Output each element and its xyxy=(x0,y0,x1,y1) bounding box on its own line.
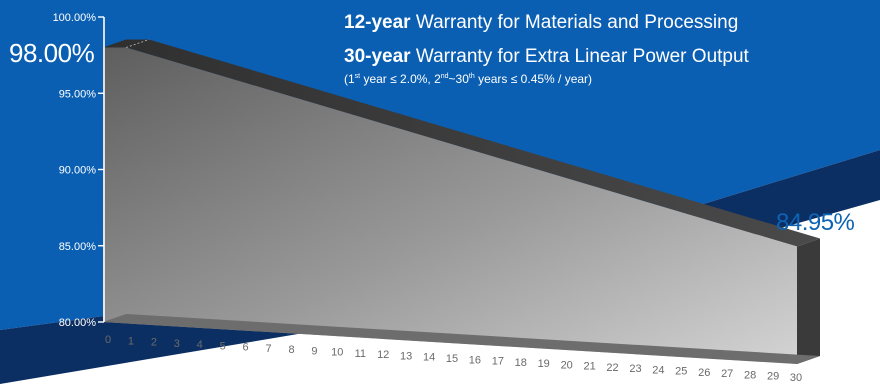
y-tick-label: 100.00% xyxy=(53,12,97,24)
x-tick-label: 16 xyxy=(469,354,481,366)
x-tick-label: 5 xyxy=(220,340,226,352)
x-tick-label: 17 xyxy=(492,356,504,368)
degradation-footnote: (1st year ≤ 2.0%, 2nd~30th years ≤ 0.45%… xyxy=(344,72,592,86)
headline-power-warranty: 30-year Warranty for Extra Linear Power … xyxy=(344,46,749,68)
x-tick-label: 25 xyxy=(675,366,687,378)
x-tick-label: 23 xyxy=(629,363,641,375)
x-axis-ticks: 0 1 2 3 4 5 6 7 8 9 10 11 12 13 14 15 16 17 18 19 20 21 22 23 24… xyxy=(105,334,802,384)
bar-bottom-face xyxy=(103,314,820,364)
x-tick-label: 2 xyxy=(151,337,157,349)
x-tick-label: 6 xyxy=(243,342,249,354)
x-tick-label: 19 xyxy=(538,358,550,370)
x-tick-label: 11 xyxy=(355,348,366,360)
bar-front-face xyxy=(103,47,797,364)
x-tick-label: 18 xyxy=(515,357,527,369)
headline-1-text: Warranty for Materials and Processing xyxy=(410,12,739,33)
y-tick-label: 95.00% xyxy=(59,88,97,100)
x-tick-label: 13 xyxy=(400,351,412,363)
x-tick-label: 0 xyxy=(105,334,111,346)
x-tick-label: 10 xyxy=(331,347,343,359)
bar-top-face xyxy=(103,39,820,247)
footnote-part-3: ~30 xyxy=(448,72,469,86)
x-tick-label: 7 xyxy=(265,343,271,355)
y-tick-label: 80.00% xyxy=(59,317,97,329)
headline-1-years: 12-year xyxy=(344,12,411,33)
x-tick-label: 29 xyxy=(767,371,779,383)
x-tick-label: 21 xyxy=(583,361,595,373)
bar-corner-highlight xyxy=(126,39,150,48)
y-tick-label: 85.00% xyxy=(59,241,97,253)
x-tick-label: 8 xyxy=(288,344,294,356)
headline-2-years: 30-year xyxy=(344,46,411,67)
x-tick-label: 28 xyxy=(744,370,756,382)
footnote-part-1: (1 xyxy=(344,72,355,86)
footnote-sup-2: nd xyxy=(440,73,449,80)
y-axis-ticks: 100.00% 95.00% 90.00% 85.00% 80.00% xyxy=(53,12,104,329)
x-tick-label: 30 xyxy=(790,372,802,384)
footnote-part-2: year ≤ 2.0%, 2 xyxy=(360,72,441,86)
headline-materials-warranty: 12-year Warranty for Materials and Proce… xyxy=(344,12,738,34)
x-tick-label: 26 xyxy=(698,367,710,379)
x-tick-label: 9 xyxy=(311,345,317,357)
x-tick-label: 15 xyxy=(446,353,458,365)
x-tick-label: 22 xyxy=(606,362,618,374)
x-tick-label: 1 xyxy=(128,335,134,347)
start-value-callout: 98.00% xyxy=(9,38,95,68)
bar-side-face xyxy=(797,238,820,364)
x-tick-label: 3 xyxy=(174,338,180,350)
footnote-sup-1: st xyxy=(354,73,361,80)
x-tick-label: 20 xyxy=(561,359,573,371)
y-tick-label: 90.00% xyxy=(59,165,97,177)
x-tick-label: 24 xyxy=(652,364,664,376)
x-tick-label: 12 xyxy=(377,349,389,361)
x-tick-label: 14 xyxy=(423,352,435,364)
end-value-callout: 84.95% xyxy=(776,209,855,236)
x-tick-label: 4 xyxy=(197,339,203,351)
headline-2-text: Warranty for Extra Linear Power Output xyxy=(410,46,749,67)
x-tick-label: 27 xyxy=(721,368,733,380)
footnote-part-4: years ≤ 0.45% / year) xyxy=(474,72,593,86)
footnote-sup-3: th xyxy=(468,73,475,80)
